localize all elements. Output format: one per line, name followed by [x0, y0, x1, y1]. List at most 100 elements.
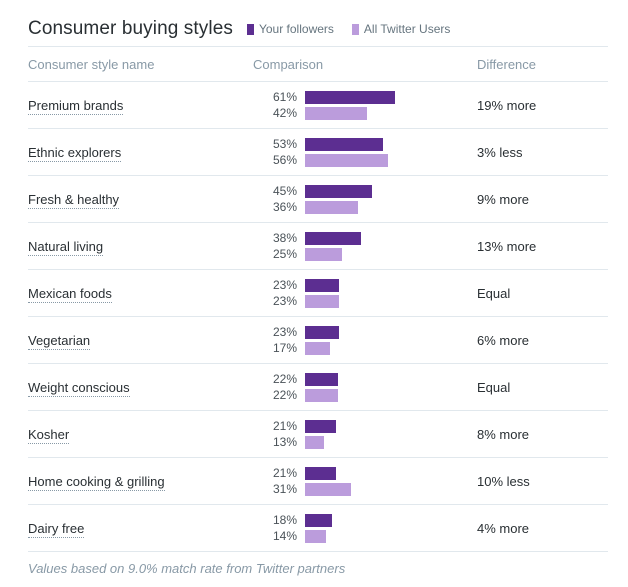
comparison-cell: 18% 14% — [253, 512, 477, 543]
name-cell: Vegetarian — [28, 332, 253, 350]
comparison-cell: 21% 31% — [253, 466, 477, 496]
all-users-percent: 31% — [272, 481, 297, 496]
bar-group — [305, 372, 338, 402]
followers-bar — [305, 419, 336, 433]
table-row: Fresh & healthy 45% 36% 9% more — [28, 176, 608, 223]
followers-bar — [305, 137, 383, 151]
all-users-percent: 17% — [272, 340, 297, 355]
name-cell: Weight conscious — [28, 379, 253, 397]
name-cell: Dairy free — [28, 520, 253, 538]
followers-percent: 23% — [272, 324, 297, 339]
all-users-percent: 13% — [272, 434, 297, 449]
comparison-cell: 23% 23% — [253, 277, 477, 308]
consumer-style-label[interactable]: Natural living — [28, 238, 104, 256]
legend: Your followers All Twitter Users — [246, 22, 451, 36]
name-cell: Home cooking & grilling — [28, 473, 253, 491]
bar-group — [305, 325, 339, 355]
table-header: Consumer style name Comparison Differenc… — [28, 46, 608, 82]
bar-group — [305, 466, 351, 496]
table-row: Dairy free 18% 14% 4% more — [28, 505, 608, 552]
bar-group — [305, 184, 372, 214]
panel-header: Consumer buying styles Your followers Al… — [28, 12, 608, 46]
followers-percent: 45% — [272, 183, 297, 198]
followers-percent: 38% — [272, 230, 297, 245]
match-rate-note: Values based on 9.0% match rate from Twi… — [28, 561, 346, 576]
followers-bar — [305, 466, 336, 480]
page-title: Consumer buying styles — [28, 18, 233, 39]
followers-percent: 22% — [272, 371, 297, 386]
consumer-style-label[interactable]: Kosher — [28, 426, 70, 444]
followers-percent: 53% — [272, 136, 297, 151]
difference-value: Equal — [477, 285, 511, 301]
comparison-cell: 23% 17% — [253, 324, 477, 355]
column-header-difference: Difference — [477, 56, 537, 72]
consumer-style-label[interactable]: Premium brands — [28, 97, 124, 115]
consumer-style-label[interactable]: Mexican foods — [28, 285, 112, 303]
comparison-cell: 22% 22% — [253, 371, 477, 402]
percent-labels: 45% 36% — [253, 183, 305, 214]
all-users-percent: 23% — [272, 293, 297, 308]
all-users-bar — [305, 294, 339, 308]
table-row: Ethnic explorers 53% 56% 3% less — [28, 129, 608, 176]
followers-percent: 23% — [272, 277, 297, 292]
bar-group — [305, 513, 332, 543]
followers-percent: 18% — [272, 512, 297, 527]
all-users-percent: 42% — [272, 105, 297, 120]
percent-labels: 22% 22% — [253, 371, 305, 402]
rows: Premium brands 61% 42% 19% more Ethnic e… — [28, 82, 608, 552]
difference-value: 10% less — [477, 473, 530, 489]
comparison-cell: 61% 42% — [253, 89, 477, 120]
name-cell: Premium brands — [28, 97, 253, 115]
consumer-style-label[interactable]: Weight conscious — [28, 379, 130, 397]
bar-group — [305, 278, 339, 308]
name-cell: Ethnic explorers — [28, 144, 253, 162]
table-row: Natural living 38% 25% 13% more — [28, 223, 608, 270]
comparison-cell: 21% 13% — [253, 418, 477, 449]
consumer-style-label[interactable]: Dairy free — [28, 520, 85, 538]
difference-value: 8% more — [477, 426, 530, 442]
all-users-bar — [305, 341, 330, 355]
all-users-percent: 56% — [272, 152, 297, 167]
legend-all-twitter-users-label: All Twitter Users — [363, 22, 451, 36]
column-header-name: Consumer style name — [28, 56, 155, 72]
all-users-bar — [305, 153, 388, 167]
all-users-percent: 22% — [272, 387, 297, 402]
name-cell: Fresh & healthy — [28, 191, 253, 209]
followers-percent: 21% — [272, 418, 297, 433]
consumer-style-label[interactable]: Ethnic explorers — [28, 144, 122, 162]
percent-labels: 18% 14% — [253, 512, 305, 543]
bar-group — [305, 90, 395, 120]
bar-group — [305, 419, 336, 449]
consumer-style-label[interactable]: Fresh & healthy — [28, 191, 120, 209]
table-row: Home cooking & grilling 21% 31% 10% less — [28, 458, 608, 505]
difference-value: 19% more — [477, 97, 537, 113]
difference-value: 13% more — [477, 238, 537, 254]
percent-labels: 23% 23% — [253, 277, 305, 308]
percent-labels: 23% 17% — [253, 324, 305, 355]
consumer-style-label[interactable]: Home cooking & grilling — [28, 473, 165, 491]
comparison-cell: 53% 56% — [253, 136, 477, 167]
followers-bar — [305, 231, 361, 245]
percent-labels: 38% 25% — [253, 230, 305, 261]
followers-bar — [305, 184, 372, 198]
followers-percent: 61% — [272, 89, 297, 104]
table-row: Mexican foods 23% 23% Equal — [28, 270, 608, 317]
legend-your-followers-label: Your followers — [258, 22, 334, 36]
all-users-bar — [305, 247, 342, 261]
followers-swatch-icon — [246, 23, 254, 35]
all-users-swatch-icon — [351, 23, 359, 35]
difference-value: Equal — [477, 379, 511, 395]
all-users-bar — [305, 529, 326, 543]
consumer-style-label[interactable]: Vegetarian — [28, 332, 91, 350]
legend-all-twitter-users: All Twitter Users — [351, 22, 451, 36]
followers-bar — [305, 325, 339, 339]
table-row: Vegetarian 23% 17% 6% more — [28, 317, 608, 364]
percent-labels: 21% 31% — [253, 466, 305, 496]
followers-bar — [305, 513, 332, 527]
name-cell: Natural living — [28, 238, 253, 256]
followers-bar — [305, 90, 395, 104]
table-row: Premium brands 61% 42% 19% more — [28, 82, 608, 129]
difference-value: 4% more — [477, 520, 530, 536]
all-users-percent: 36% — [272, 199, 297, 214]
